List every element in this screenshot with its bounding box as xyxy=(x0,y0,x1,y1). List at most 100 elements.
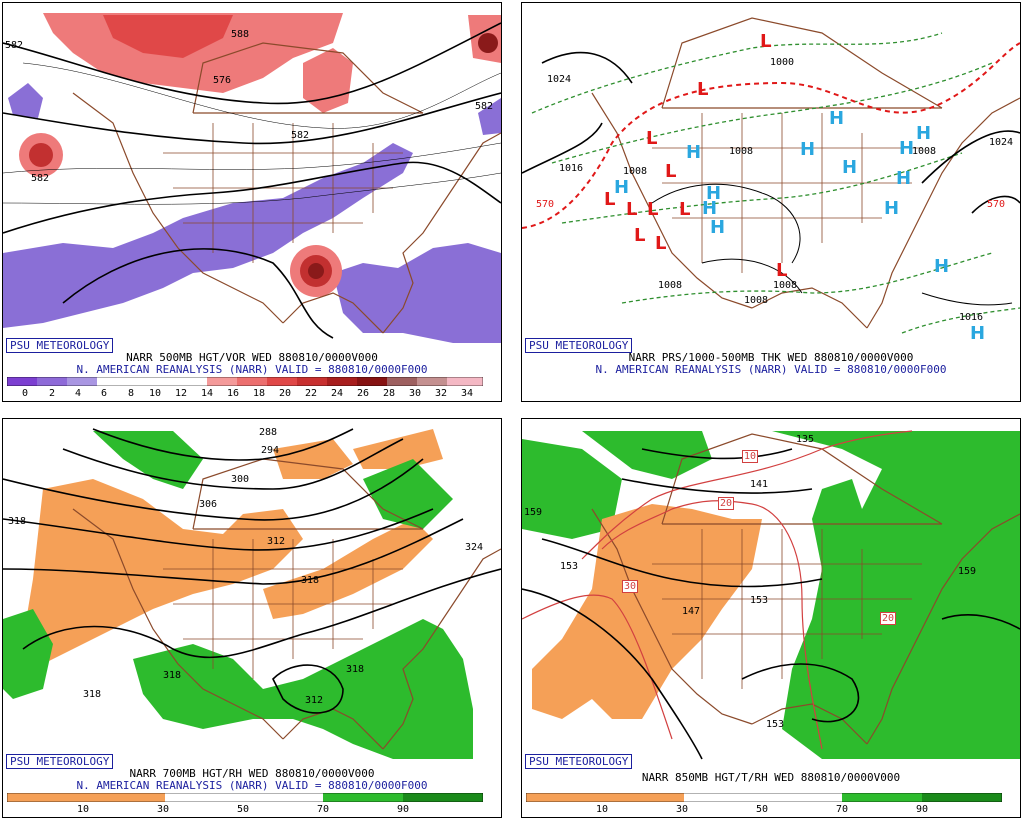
vorticity-max xyxy=(308,263,324,279)
height-contours xyxy=(3,22,501,339)
contour-label: 312 xyxy=(267,536,286,547)
dry-area xyxy=(353,429,443,469)
thickness-label: 570 xyxy=(987,199,1006,210)
low-center: L xyxy=(634,225,646,246)
moist-area xyxy=(133,619,473,759)
colorbar-tick: 30 xyxy=(408,388,422,399)
colorbar-tick: 2 xyxy=(48,388,56,399)
high-center: H xyxy=(800,139,816,160)
colorbar-tick: 90 xyxy=(396,804,410,815)
panel-500mb-vorticity: 582 588 576 582 582 582 PSU METEOROLOGY … xyxy=(2,2,502,402)
low-center: L xyxy=(646,128,658,149)
isobar-label: 1008 xyxy=(912,146,937,157)
contour-label: 294 xyxy=(261,445,280,456)
pos-vorticity-area xyxy=(103,15,233,58)
colorbar-tick: 10 xyxy=(595,804,609,815)
contour-label: 318 xyxy=(8,516,27,527)
colorbar-tick: 30 xyxy=(675,804,689,815)
isobar-label: 1016 xyxy=(559,163,584,174)
panel-pressure-thickness: 1024 1016 570 1008 1008 1000 1008 1008 1… xyxy=(521,2,1021,402)
neg-vorticity-area xyxy=(478,98,501,135)
dry-area xyxy=(23,479,303,664)
contour-label: 582 xyxy=(475,101,494,112)
contour-label: 141 xyxy=(750,479,769,490)
psu-meteorology-badge: PSU METEOROLOGY xyxy=(525,754,633,769)
colorbar-tick: 12 xyxy=(174,388,188,399)
dry-area xyxy=(532,504,762,719)
continent-outline xyxy=(72,42,501,334)
low-center: L xyxy=(679,199,691,220)
rh-colorbar xyxy=(526,793,1002,802)
colorbar-ticks: 10 30 50 70 90 xyxy=(7,804,487,816)
moist-area xyxy=(363,459,453,529)
thickness-contours xyxy=(531,32,1020,334)
panel-850mb-t-rh: 135 141 147 153 153 159 159 153 10 20 30… xyxy=(521,418,1021,818)
colorbar-tick: 8 xyxy=(127,388,135,399)
moist-area xyxy=(3,609,53,699)
high-center: H xyxy=(896,168,912,189)
high-center: H xyxy=(702,198,718,219)
colorbar-tick: 30 xyxy=(156,804,170,815)
contour-label: 306 xyxy=(199,499,218,510)
map-700mb xyxy=(3,428,501,759)
psu-meteorology-badge: PSU METEOROLOGY xyxy=(525,338,633,353)
contour-label: 318 xyxy=(163,670,182,681)
height-contours xyxy=(3,428,501,714)
contour-label: 135 xyxy=(796,434,815,445)
colorbar-tick: 0 xyxy=(21,388,29,399)
colorbar-tick: 16 xyxy=(226,388,240,399)
psu-meteorology-badge: PSU METEOROLOGY xyxy=(6,338,114,353)
contour-label: 318 xyxy=(301,575,320,586)
pos-vorticity-area xyxy=(303,48,353,113)
colorbar-tick: 10 xyxy=(76,804,90,815)
colorbar-tick: 32 xyxy=(434,388,448,399)
continent-outline xyxy=(591,17,1020,329)
low-center: L xyxy=(665,161,677,182)
vorticity-max xyxy=(29,143,53,167)
contour-label: 153 xyxy=(560,561,579,572)
state-borders xyxy=(652,113,922,273)
neg-vorticity-area xyxy=(333,243,501,343)
isobar-label: 1008 xyxy=(729,146,754,157)
thickness-label: 570 xyxy=(536,199,555,210)
isotherm-label: 20 xyxy=(718,497,735,510)
colorbar-tick: 4 xyxy=(74,388,82,399)
moist-area xyxy=(772,431,1020,759)
continent-outline xyxy=(591,433,1020,745)
isotherm-label: 20 xyxy=(880,612,897,625)
high-center: H xyxy=(829,108,845,129)
colorbar-tick: 28 xyxy=(382,388,396,399)
colorbar-tick: 20 xyxy=(278,388,292,399)
low-center: L xyxy=(760,31,772,52)
moist-area xyxy=(522,439,622,539)
colorbar-tick: 50 xyxy=(755,804,769,815)
contour-label: 318 xyxy=(83,689,102,700)
colorbar-ticks: 0 2 4 6 8 10 12 14 16 18 20 22 24 26 28 … xyxy=(7,388,487,400)
high-center: H xyxy=(899,138,915,159)
thickness-570 xyxy=(522,42,1020,229)
isotherm-label: 30 xyxy=(622,580,639,593)
high-center: H xyxy=(614,177,630,198)
map-pressure xyxy=(522,17,1020,334)
colorbar-tick: 22 xyxy=(304,388,318,399)
colorbar-tick: 70 xyxy=(316,804,330,815)
contour-label: 300 xyxy=(231,474,250,485)
colorbar-tick: 34 xyxy=(460,388,474,399)
isobars-fine xyxy=(651,183,1013,306)
isobar-label: 1016 xyxy=(959,312,984,323)
colorbar-ticks: 10 30 50 70 90 xyxy=(526,804,1006,816)
low-center: L xyxy=(604,189,616,210)
high-center: H xyxy=(934,256,950,277)
isobar-label: 1000 xyxy=(770,57,795,68)
isobar-label: 1008 xyxy=(623,166,648,177)
contour-label: 582 xyxy=(31,173,50,184)
colorbar-tick: 50 xyxy=(236,804,250,815)
chart-subtitle: N. AMERICAN REANALYSIS (NARR) VALID = 88… xyxy=(76,363,428,376)
contour-label: 159 xyxy=(524,507,543,518)
moist-area xyxy=(93,431,203,489)
chart-title: NARR PRS/1000-500MB THK WED 880810/0000V… xyxy=(628,351,914,364)
contour-label: 576 xyxy=(213,75,232,86)
contour-label: 159 xyxy=(958,566,977,577)
high-center: H xyxy=(970,323,986,344)
isobars xyxy=(522,51,1020,214)
